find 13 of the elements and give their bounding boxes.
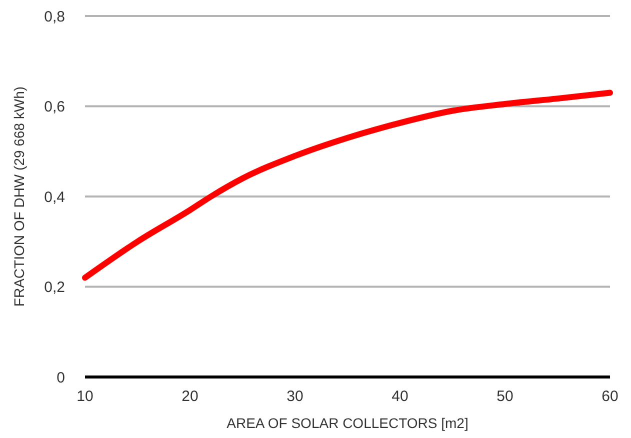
y-tick-label: 0,8 [44, 8, 65, 26]
x-tick-label: 30 [286, 388, 304, 405]
y-tick-label: 0 [56, 369, 65, 386]
x-tick-label: 40 [392, 388, 408, 405]
y-tick-label: 0,6 [44, 98, 65, 116]
x-tick-label: 20 [182, 388, 198, 405]
y-tick-label: 0,2 [44, 279, 65, 296]
x-tick-label: 60 [602, 388, 618, 405]
y-axis-title: FRACTION OF DHW (29 668 kWh) [11, 86, 27, 307]
x-axis-title: AREA OF SOLAR COLLECTORS [m2] [226, 415, 468, 431]
y-tick-label: 0,4 [44, 188, 65, 206]
x-tick-label: 50 [496, 388, 514, 405]
x-tick-label: 10 [76, 388, 94, 405]
